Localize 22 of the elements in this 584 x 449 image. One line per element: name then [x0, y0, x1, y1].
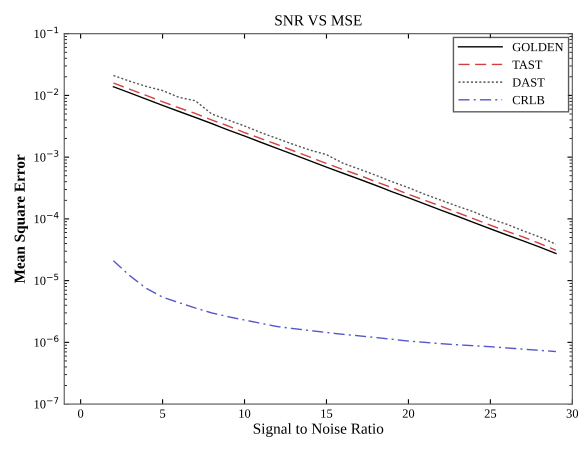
x-tick-label: 25 [484, 409, 496, 418]
x-tick-label: 30 [566, 409, 578, 418]
y-tick-label: 10$^{−3}$ [34, 150, 58, 162]
line-series [112, 260, 557, 352]
x-tick-label: 10 [239, 409, 250, 418]
x-tick-label: 0 [78, 409, 84, 418]
y-tick-label: 10$^{−6}$ [34, 335, 58, 347]
legend-label: GOLDEN [512, 42, 564, 52]
y-tick-label: 10$^{−2}$ [34, 88, 58, 100]
x-tick-label: 5 [160, 409, 166, 418]
chart-title: SNR VS MSE [275, 15, 362, 26]
y-tick-label: 10$^{−1}$ [34, 26, 58, 38]
y-tick-label: 10$^{−7}$ [34, 397, 58, 408]
x-axis-title: Signal to Noise Ratio [254, 423, 384, 437]
y-tick-label: 10$^{−5}$ [34, 274, 58, 286]
legend-label: CRLB [512, 96, 544, 104]
y-tick-label: 10$^{−4}$ [34, 212, 59, 224]
y-axis-title: Mean Square Error [14, 154, 28, 284]
x-tick-label: 20 [402, 409, 414, 418]
x-tick-label: 15 [321, 409, 332, 418]
legend-label: TAST [512, 60, 542, 69]
legend-label: DAST [512, 78, 545, 87]
